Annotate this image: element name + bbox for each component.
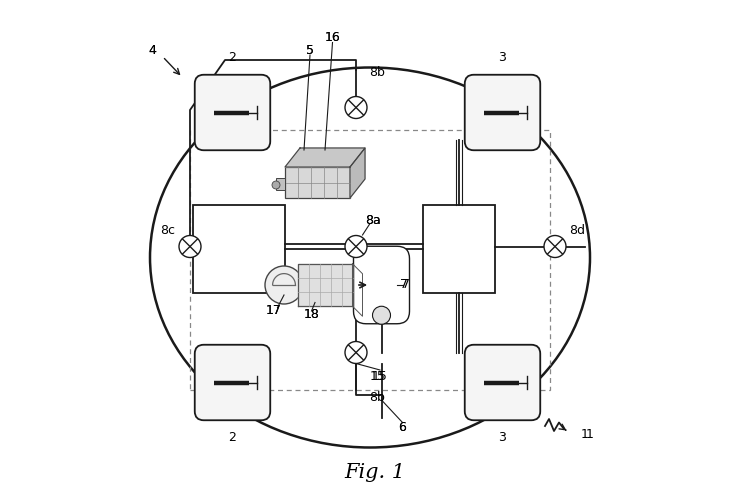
Text: 18: 18 (304, 308, 320, 322)
Text: 1: 1 (581, 428, 589, 442)
Text: 17: 17 (266, 304, 281, 318)
Text: 4: 4 (148, 44, 157, 57)
Circle shape (272, 181, 280, 189)
Text: 6: 6 (398, 421, 406, 434)
Circle shape (179, 236, 201, 258)
Text: 16: 16 (325, 31, 340, 44)
Text: 5: 5 (306, 44, 314, 57)
Text: 8a: 8a (366, 214, 381, 226)
FancyBboxPatch shape (195, 74, 270, 150)
Bar (285, 167, 350, 198)
Text: 2: 2 (229, 51, 236, 64)
Bar (422, 205, 495, 292)
FancyBboxPatch shape (465, 345, 540, 420)
FancyBboxPatch shape (195, 345, 270, 420)
Text: 15: 15 (370, 370, 386, 382)
Text: Fig. 1: Fig. 1 (344, 463, 406, 482)
Text: 2: 2 (229, 431, 236, 444)
Text: 5: 5 (306, 44, 314, 57)
Circle shape (373, 306, 391, 324)
Ellipse shape (150, 68, 590, 448)
Text: 16: 16 (325, 31, 340, 44)
Text: 17: 17 (266, 304, 281, 316)
Text: 8a: 8a (366, 214, 381, 226)
Text: 3: 3 (499, 431, 506, 444)
Text: 6: 6 (398, 421, 406, 434)
Polygon shape (298, 264, 352, 306)
Text: 8c: 8c (160, 224, 175, 236)
Text: 8d: 8d (569, 224, 586, 236)
Circle shape (345, 236, 367, 258)
Polygon shape (352, 264, 362, 316)
Text: 8b: 8b (370, 391, 386, 404)
Text: 8b: 8b (370, 66, 386, 79)
Text: 1: 1 (586, 428, 594, 442)
Polygon shape (350, 148, 365, 198)
Circle shape (345, 96, 367, 118)
Text: 7: 7 (402, 278, 410, 291)
Bar (193, 205, 285, 292)
Text: 3: 3 (499, 51, 506, 64)
FancyBboxPatch shape (465, 74, 540, 150)
Text: 15: 15 (372, 370, 388, 382)
Text: 4: 4 (148, 44, 157, 57)
Circle shape (265, 266, 303, 304)
Text: 18: 18 (304, 308, 320, 322)
Bar (276, 178, 285, 190)
Polygon shape (285, 148, 365, 167)
Circle shape (345, 342, 367, 363)
Bar (190, 130, 550, 390)
FancyBboxPatch shape (353, 246, 410, 324)
Text: 7: 7 (400, 278, 408, 291)
Circle shape (544, 236, 566, 258)
